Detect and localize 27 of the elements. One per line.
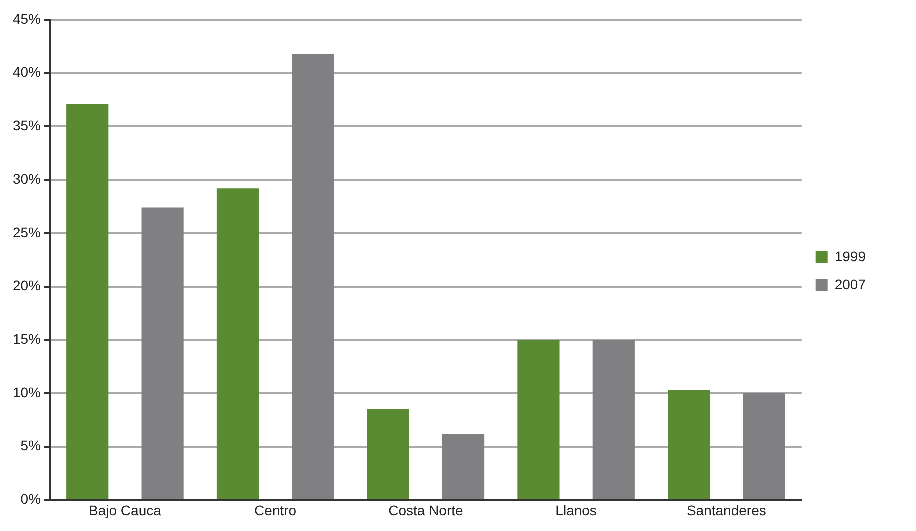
bar xyxy=(668,390,710,500)
legend-label: 2007 xyxy=(834,276,866,292)
bar xyxy=(442,434,485,500)
x-tick-label: Costa Norte xyxy=(388,502,464,518)
bar xyxy=(292,54,334,500)
x-tick-label: Centro xyxy=(254,502,297,518)
y-tick-label: 20% xyxy=(12,278,42,294)
bar xyxy=(216,188,260,500)
y-tick-label: 10% xyxy=(12,384,42,400)
bar xyxy=(367,409,410,500)
x-tick-label: Bajo Cauca xyxy=(89,502,162,518)
legend-label: 1999 xyxy=(834,248,866,264)
bar xyxy=(518,340,560,500)
bar xyxy=(743,393,786,500)
y-tick-label: 40% xyxy=(12,64,42,80)
bar xyxy=(142,208,184,500)
bar xyxy=(66,104,109,500)
y-tick-label: 5% xyxy=(20,438,42,454)
y-tick-label: 15% xyxy=(12,330,42,347)
y-tick-label: 30% xyxy=(12,170,42,187)
y-tick-label: 45% xyxy=(12,10,42,27)
x-tick-label: Santanderes xyxy=(686,502,766,518)
y-tick-label: 35% xyxy=(12,118,42,134)
y-tick-label: 25% xyxy=(12,224,42,240)
bar xyxy=(592,340,635,500)
x-tick-label: Llanos xyxy=(556,502,597,518)
y-tick-label: 0% xyxy=(20,491,42,508)
